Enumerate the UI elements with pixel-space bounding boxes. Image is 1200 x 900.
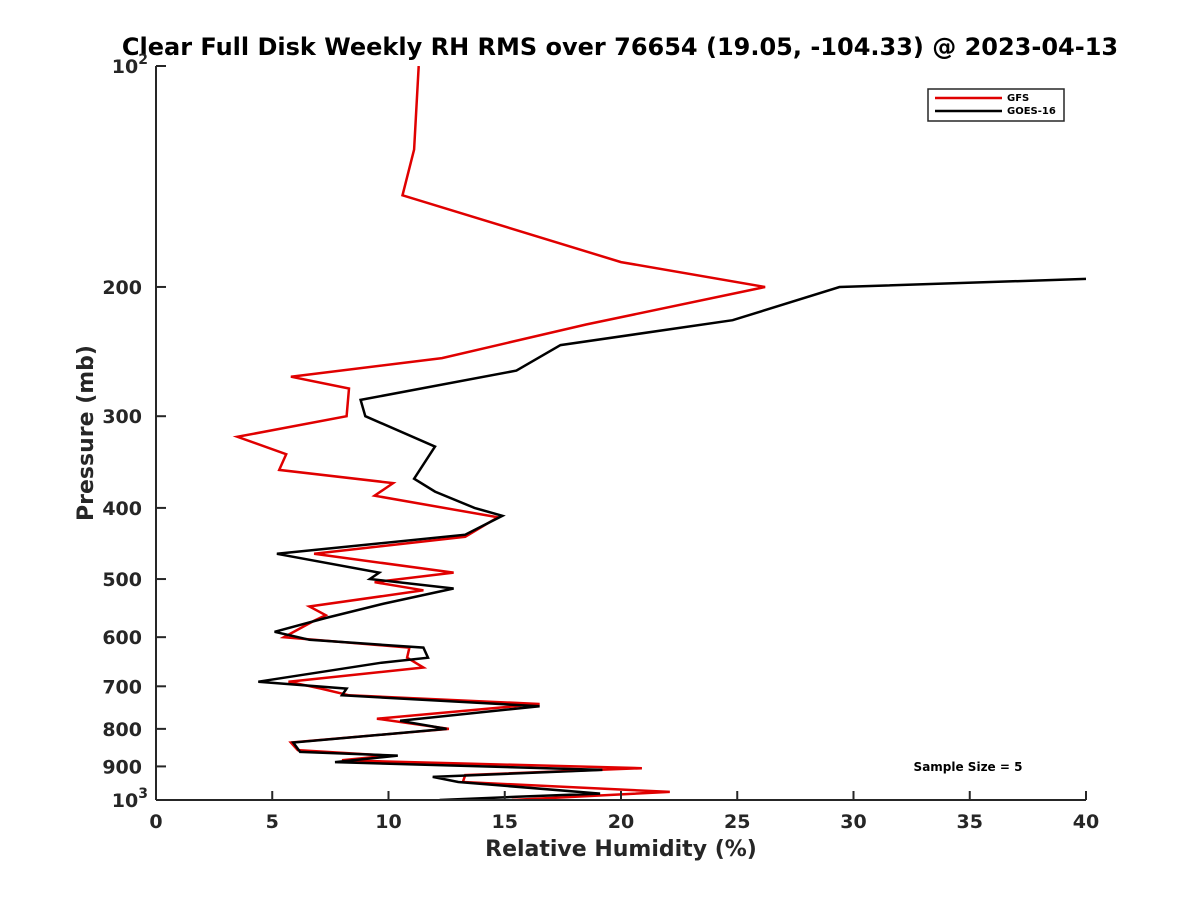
x-tick-label: 30 [840,811,866,833]
x-tick-label: 40 [1073,811,1099,833]
y-axis-label: Pressure (mb) [74,345,99,521]
y-tick-label: 200 [102,277,142,299]
series-line-goes-16 [258,277,1086,800]
chart-title: Clear Full Disk Weekly RH RMS over 76654… [122,33,1118,61]
legend-label-gfs: GFS [1007,93,1029,104]
x-tick-label: 35 [957,811,983,833]
y-tick-label: 600 [102,627,142,649]
x-axis-label: Relative Humidity (%) [485,837,757,862]
sample-size-annotation: Sample Size = 5 [914,760,1023,774]
y-tick-label: 700 [102,676,142,698]
y-tick-label: 103 [112,786,148,812]
y-ticks: 102 200 300 400 500 600 700 800 900 103 [102,52,166,812]
x-tick-label: 15 [492,811,518,833]
y-tick-label: 500 [102,569,142,591]
y-tick-label: 300 [102,406,142,428]
x-tick-label: 10 [375,811,401,833]
x-ticks: 0 5 10 15 20 25 30 35 40 [149,791,1099,833]
plot-area: 0 5 10 15 20 25 30 35 40 102 200 300 400 500 600 700 80… [102,52,1099,833]
legend-label-goes-16: GOES-16 [1007,106,1056,117]
x-tick-label: 20 [608,811,634,833]
y-tick-label: 900 [102,756,142,778]
x-tick-label: 25 [724,811,750,833]
legend-box [927,88,1065,122]
y-tick-label: 400 [102,498,142,520]
legend: GFS GOES-16 [927,88,1065,122]
series-layer [232,66,1086,800]
x-tick-label: 5 [266,811,279,833]
y-tick-label: 102 [112,52,148,78]
x-tick-label: 0 [149,811,162,833]
y-tick-label: 800 [102,719,142,741]
